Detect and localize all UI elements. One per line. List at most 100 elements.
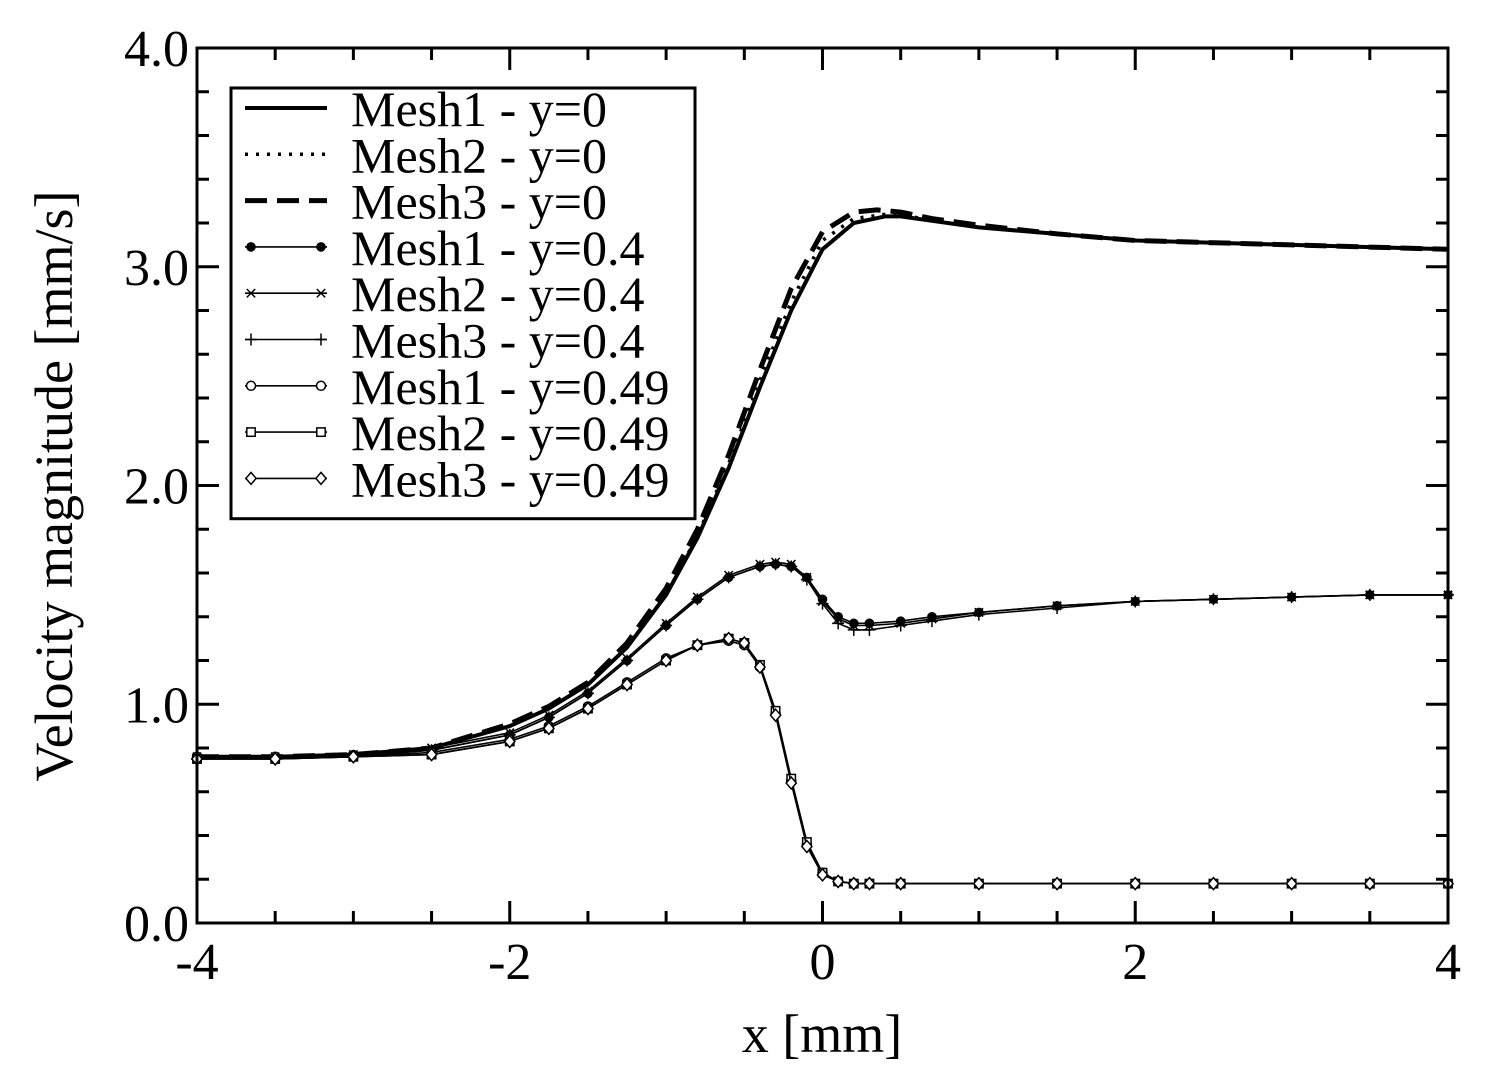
series-line: [197, 563, 1448, 760]
legend-entry-9: Mesh3 - y=0.49: [244, 451, 669, 507]
data-point: [691, 638, 704, 653]
data-point: [269, 751, 282, 767]
data-point: [1051, 602, 1064, 614]
data-point: [1129, 876, 1142, 891]
data-point: [972, 876, 985, 891]
legend-label: Mesh2 - y=0: [351, 127, 607, 183]
data-point: [660, 653, 673, 668]
legend-entry-5: Mesh2 - y=0.4: [245, 266, 644, 322]
x-tick-label: 0: [810, 934, 836, 991]
data-point: [753, 560, 766, 573]
legend-label: Mesh3 - y=0.49: [351, 451, 669, 507]
data-point: [785, 775, 798, 791]
series-line: [197, 212, 1449, 759]
y-tick-label: 1.0: [124, 677, 189, 734]
data-point: [847, 876, 860, 891]
data-point: [863, 876, 876, 891]
data-point: [1363, 876, 1376, 891]
legend-entry-1: Mesh1 - y=0: [245, 81, 607, 137]
data-point: [1285, 876, 1298, 891]
series-line: [197, 637, 1448, 885]
legend-label: Mesh3 - y=0: [351, 174, 607, 230]
legend-label: Mesh2 - y=0.49: [351, 405, 669, 461]
data-point: [621, 654, 634, 667]
series-9: [190, 631, 1455, 891]
y-tick-label: 2.0: [124, 459, 189, 516]
legend-marker: [316, 288, 326, 298]
legend-marker: [315, 380, 327, 392]
series-line: [197, 561, 1448, 758]
data-point: [1363, 588, 1376, 601]
data-point: [503, 734, 516, 749]
legend-marker: [246, 242, 256, 252]
data-point: [800, 839, 813, 854]
legend-marker: [314, 471, 328, 486]
legend-marker: [245, 333, 257, 346]
data-point: [769, 558, 782, 571]
y-axis-label: Velocity magnitude [mm/s]: [24, 191, 84, 782]
data-point: [660, 619, 673, 632]
data-point: [894, 619, 907, 632]
data-point: [925, 615, 938, 628]
legend-label: Mesh2 - y=0.4: [351, 266, 644, 322]
data-point: [1207, 593, 1220, 606]
data-point: [738, 635, 751, 651]
legend-marker: [315, 333, 327, 346]
legend-label: Mesh1 - y=0.4: [351, 220, 644, 276]
legend-marker: [246, 288, 256, 298]
series-line: [197, 207, 1449, 760]
data-point: [800, 573, 813, 586]
data-point: [1050, 876, 1064, 891]
data-point: [620, 677, 634, 692]
x-tick-label: 4: [1435, 934, 1461, 991]
series-3: [197, 207, 1449, 760]
data-point: [1285, 591, 1298, 604]
legend-label: Mesh1 - y=0: [351, 81, 607, 137]
legend-marker: [245, 380, 257, 392]
data-point: [1207, 876, 1220, 891]
y-tick-label: 0.0: [124, 896, 189, 953]
data-point: [769, 708, 782, 723]
data-point: [542, 721, 555, 736]
x-tick-label: -2: [488, 934, 531, 991]
x-tick-label: -4: [175, 934, 218, 991]
data-point: [863, 623, 876, 636]
series-layer: [190, 207, 1455, 891]
legend-entry-8: Mesh2 - y=0.49: [245, 405, 669, 461]
x-axis-label: x [mm]: [742, 1004, 902, 1064]
legend-marker: [244, 471, 258, 486]
y-tick-label: 4.0: [124, 21, 189, 78]
legend-entry-6: Mesh3 - y=0.4: [245, 313, 644, 369]
data-point: [785, 560, 798, 573]
data-point: [832, 874, 845, 889]
data-point: [425, 747, 438, 762]
data-point: [894, 876, 907, 891]
data-point: [581, 701, 595, 716]
data-point: [691, 593, 704, 606]
legend-label: Mesh3 - y=0.4: [351, 313, 644, 369]
data-point: [832, 617, 845, 630]
data-point: [816, 597, 829, 610]
data-point: [847, 623, 860, 636]
legend-entry-3: Mesh3 - y=0: [245, 174, 607, 230]
legend-entry-7: Mesh1 - y=0.49: [245, 359, 669, 415]
data-point: [581, 687, 594, 700]
legend-marker: [316, 427, 326, 438]
data-point: [1129, 595, 1142, 608]
legend-label: Mesh1 - y=0.49: [351, 359, 669, 415]
data-point: [972, 608, 985, 621]
data-point: [347, 749, 360, 764]
data-point: [816, 867, 829, 883]
legend-marker: [316, 242, 326, 252]
legend-marker: [246, 427, 256, 438]
y-tick-label: 3.0: [124, 240, 189, 297]
ticks-layer: 0.0 1.0 2.0 3.0 4.0 -4 -2 0 2 4: [124, 21, 1461, 991]
data-point: [722, 571, 735, 584]
data-point: [753, 659, 767, 675]
legend-entry-4: Mesh1 - y=0.4: [245, 220, 644, 276]
x-tick-label: 2: [1122, 934, 1148, 991]
